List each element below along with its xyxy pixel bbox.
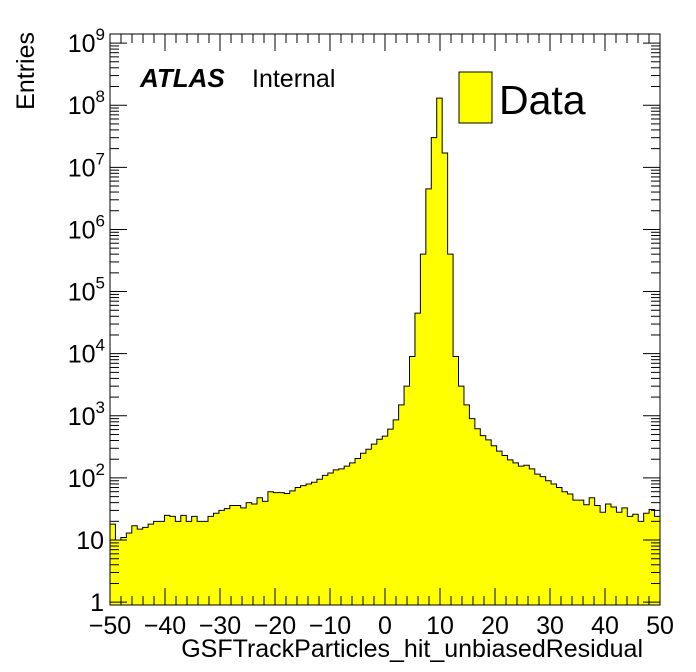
x-tick-label: 40: [591, 612, 619, 640]
y-axis-label: Entries: [12, 32, 40, 110]
y-tick-label: 106: [68, 211, 105, 244]
y-axis-tick-labels: 1 10 102 103 104 105 106 107 108 109: [68, 25, 105, 617]
y-tick-label: 107: [68, 149, 105, 182]
atlas-label: ATLAS: [139, 63, 225, 93]
internal-label: Internal: [252, 65, 335, 93]
x-axis-label: GSFTrackParticles_hit_unbiasedResidual: [181, 635, 643, 663]
y-axis-ticks: [110, 42, 660, 603]
x-tick-label: −30: [199, 612, 241, 640]
y-tick-label: 102: [68, 460, 105, 493]
legend: Data: [458, 71, 586, 124]
x-tick-label: −40: [144, 612, 186, 640]
y-tick-label: 104: [68, 336, 105, 369]
data-series-fill: [110, 98, 660, 605]
y-tick-label: 103: [68, 398, 105, 431]
y-tick-label: 10: [76, 527, 104, 555]
x-tick-label: −50: [89, 612, 131, 640]
x-tick-label: 20: [481, 612, 509, 640]
x-tick-label: 50: [646, 612, 674, 640]
x-axis-ticks: [109, 34, 661, 605]
y-tick-label: 1: [90, 589, 104, 617]
x-axis-tick-labels: −50 −40 −30 −20 −10 0 10 20 30 40 50: [89, 612, 674, 640]
x-tick-label: −20: [254, 612, 296, 640]
y-tick-label: 109: [68, 25, 105, 58]
x-tick-label: 0: [378, 612, 392, 640]
x-tick-label: 30: [536, 612, 564, 640]
x-tick-label: −10: [309, 612, 351, 640]
y-tick-label: 108: [68, 87, 105, 120]
x-tick-label: 10: [426, 612, 454, 640]
y-tick-label: 105: [68, 274, 105, 307]
data-series-outline: [109, 97, 661, 605]
plot-frame: [109, 33, 661, 606]
legend-label-data: Data: [499, 77, 586, 123]
legend-swatch: [458, 71, 493, 124]
